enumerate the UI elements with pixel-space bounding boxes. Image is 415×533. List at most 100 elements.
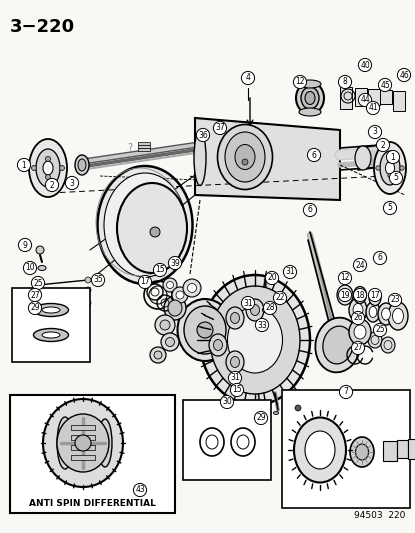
Ellipse shape bbox=[225, 132, 265, 182]
Text: 29: 29 bbox=[30, 303, 40, 312]
Circle shape bbox=[369, 125, 382, 139]
Ellipse shape bbox=[29, 139, 67, 197]
Text: 5: 5 bbox=[388, 204, 393, 213]
Circle shape bbox=[133, 483, 146, 497]
Circle shape bbox=[138, 276, 151, 288]
Text: 94503  220: 94503 220 bbox=[354, 511, 405, 520]
Text: 1: 1 bbox=[22, 160, 27, 169]
Bar bbox=[71, 425, 95, 430]
Ellipse shape bbox=[155, 315, 175, 335]
Text: 22: 22 bbox=[275, 294, 285, 303]
Text: 40: 40 bbox=[360, 61, 370, 69]
Circle shape bbox=[242, 159, 248, 165]
Circle shape bbox=[359, 59, 371, 71]
Ellipse shape bbox=[230, 312, 239, 324]
Bar bbox=[340, 87, 352, 109]
Ellipse shape bbox=[166, 281, 173, 288]
Ellipse shape bbox=[34, 303, 68, 317]
Ellipse shape bbox=[226, 307, 244, 329]
Ellipse shape bbox=[176, 291, 184, 299]
Text: 3−220: 3−220 bbox=[10, 18, 75, 36]
Circle shape bbox=[196, 128, 210, 142]
Circle shape bbox=[398, 68, 410, 82]
Bar bbox=[71, 455, 95, 460]
Text: 39: 39 bbox=[170, 259, 180, 268]
Circle shape bbox=[168, 256, 182, 270]
Ellipse shape bbox=[166, 337, 174, 346]
Text: 17: 17 bbox=[140, 278, 150, 287]
Ellipse shape bbox=[98, 419, 112, 467]
Bar bbox=[393, 91, 405, 111]
Ellipse shape bbox=[341, 290, 349, 300]
Circle shape bbox=[400, 166, 404, 170]
Ellipse shape bbox=[381, 337, 395, 353]
Text: 17: 17 bbox=[370, 290, 380, 300]
Text: 31: 31 bbox=[285, 268, 295, 277]
Ellipse shape bbox=[315, 318, 361, 373]
Ellipse shape bbox=[299, 80, 321, 88]
Ellipse shape bbox=[355, 146, 371, 170]
Ellipse shape bbox=[104, 173, 186, 277]
Circle shape bbox=[264, 301, 277, 314]
Text: 44: 44 bbox=[360, 95, 370, 104]
Ellipse shape bbox=[273, 411, 278, 415]
Circle shape bbox=[383, 201, 397, 215]
Text: 3: 3 bbox=[373, 127, 377, 136]
Circle shape bbox=[36, 246, 44, 254]
Circle shape bbox=[242, 71, 254, 85]
Circle shape bbox=[23, 261, 37, 274]
Text: 25: 25 bbox=[33, 279, 43, 287]
Ellipse shape bbox=[368, 332, 382, 348]
Text: 35: 35 bbox=[93, 276, 103, 285]
Bar bbox=[408, 439, 415, 459]
Circle shape bbox=[46, 175, 51, 180]
Ellipse shape bbox=[353, 303, 363, 317]
Ellipse shape bbox=[57, 414, 109, 472]
Ellipse shape bbox=[42, 332, 60, 338]
Ellipse shape bbox=[183, 279, 201, 297]
Text: 10: 10 bbox=[25, 263, 35, 272]
Bar bbox=[71, 435, 95, 440]
Circle shape bbox=[295, 405, 301, 411]
Ellipse shape bbox=[210, 286, 300, 394]
Ellipse shape bbox=[299, 108, 321, 116]
Circle shape bbox=[75, 435, 91, 451]
Text: 15: 15 bbox=[155, 265, 165, 274]
Ellipse shape bbox=[43, 399, 123, 487]
Text: 6: 6 bbox=[378, 254, 383, 262]
Ellipse shape bbox=[36, 149, 60, 187]
Text: 28: 28 bbox=[265, 303, 275, 312]
Circle shape bbox=[308, 148, 321, 161]
Text: 37: 37 bbox=[215, 124, 225, 133]
Circle shape bbox=[242, 296, 254, 310]
Circle shape bbox=[354, 288, 366, 302]
Ellipse shape bbox=[246, 299, 264, 321]
Ellipse shape bbox=[251, 304, 259, 316]
Circle shape bbox=[45, 179, 59, 191]
Ellipse shape bbox=[337, 285, 353, 305]
Circle shape bbox=[338, 271, 352, 285]
Text: 12: 12 bbox=[295, 77, 305, 86]
Circle shape bbox=[66, 176, 78, 190]
Bar bbox=[380, 90, 392, 104]
Ellipse shape bbox=[172, 287, 188, 303]
Text: 2: 2 bbox=[381, 141, 386, 149]
Text: 18: 18 bbox=[355, 290, 365, 300]
Ellipse shape bbox=[354, 287, 366, 303]
Ellipse shape bbox=[160, 320, 170, 330]
Text: 29: 29 bbox=[256, 414, 266, 423]
Ellipse shape bbox=[294, 417, 346, 482]
Text: 4: 4 bbox=[246, 74, 250, 83]
Circle shape bbox=[339, 385, 353, 399]
Ellipse shape bbox=[194, 131, 206, 185]
Ellipse shape bbox=[117, 183, 187, 273]
Circle shape bbox=[293, 75, 307, 88]
Text: 27: 27 bbox=[353, 343, 363, 352]
Ellipse shape bbox=[209, 334, 227, 356]
Circle shape bbox=[154, 263, 166, 277]
Text: 8: 8 bbox=[343, 77, 347, 86]
Circle shape bbox=[254, 411, 268, 425]
Polygon shape bbox=[195, 118, 340, 200]
Text: 7: 7 bbox=[344, 387, 349, 397]
Circle shape bbox=[18, 238, 32, 252]
